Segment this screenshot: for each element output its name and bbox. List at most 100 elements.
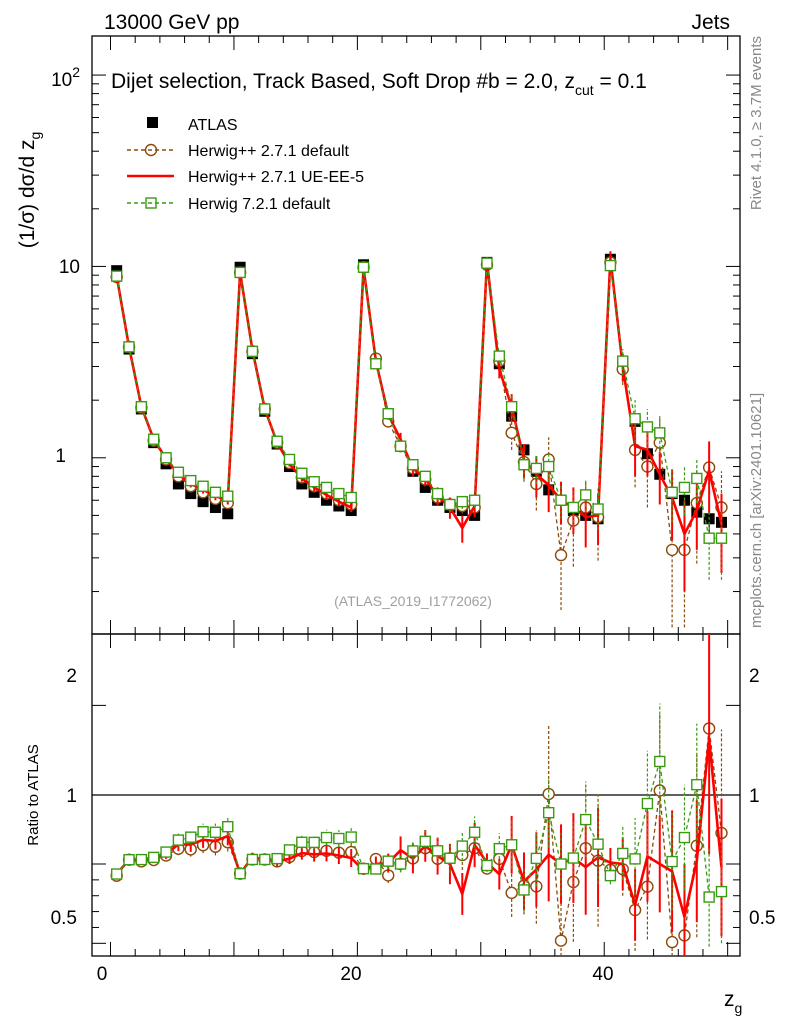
main-y-ticks <box>92 36 740 634</box>
ratio-point-herwig-7-2-1-default <box>407 845 419 857</box>
ratio-tick-label-2-left: 2 <box>66 666 77 687</box>
ratio-point-herwig-7-2-1-default <box>110 868 123 880</box>
ratio-point-herwig-7-2-1-default <box>468 826 481 838</box>
data-point-herwig-7-2-1-default <box>691 472 703 485</box>
data-point-herwig-7-2-1-default <box>592 503 604 515</box>
ratio-point-herwig-7-2-1-default <box>222 820 234 833</box>
data-point-herwig-7-2-1-default <box>518 459 530 471</box>
data-point-herwig-7-2-1-default <box>468 494 481 506</box>
ratio-point-herwig-7-2-1-default <box>135 853 148 866</box>
ratio-point-herwig-7-2-1-default <box>209 826 222 838</box>
ratio-point-herwig-7-2-1-default <box>370 863 382 875</box>
series-line-herwig-2-7-1-ue-ee-5 <box>115 258 723 538</box>
ratio-point-herwig-7-2-1-default <box>481 859 493 872</box>
data-point-herwig-7-2-1-default <box>271 435 283 447</box>
data-point-herwig-7-2-1-default <box>666 486 678 499</box>
ratio-point-herwig-7-2-1-default <box>296 836 308 848</box>
data-point-herwig-2-7-1-default <box>665 543 679 557</box>
data-point-herwig-7-2-1-default <box>110 270 123 282</box>
ratio-point-herwig-7-2-1-default <box>691 778 703 791</box>
data-point-herwig-7-2-1-default <box>617 355 629 367</box>
ratio-point-herwig-7-2-1-default <box>357 862 370 875</box>
data-point-herwig-7-2-1-default <box>308 475 320 488</box>
legend: ATLAS Herwig++ 2.7.1 default Herwig++ 2.… <box>127 117 364 213</box>
header-right: Jets <box>691 11 730 34</box>
ratio-point-herwig-7-2-1-default <box>259 853 271 866</box>
data-point-herwig-7-2-1-default <box>172 466 185 478</box>
analysis-tag: (ATLAS_2019_I1772062) <box>334 593 492 609</box>
data-point-herwig-2-7-1-default <box>554 548 568 562</box>
ratio-point-herwig-7-2-1-default <box>542 806 555 819</box>
ratio-point-herwig-7-2-1-default <box>308 836 320 849</box>
x-tick-label-20: 20 <box>340 964 361 985</box>
data-point-herwig-7-2-1-default <box>296 467 308 479</box>
ratio-point-herwig-7-2-1-default <box>456 840 468 852</box>
ratio-point-herwig-7-2-1-default <box>703 891 715 903</box>
data-point-herwig-7-2-1-default <box>197 480 209 492</box>
ratio-point-herwig-7-2-1-default <box>283 844 296 856</box>
data-point-herwig-7-2-1-default <box>185 474 197 487</box>
y-tick-label-1: 1 <box>55 446 66 467</box>
ratio-point-herwig-7-2-1-default <box>246 853 259 866</box>
data-point-atlas <box>296 478 308 490</box>
data-point-herwig-7-2-1-default <box>654 427 666 439</box>
ratio-point-herwig-7-2-1-default <box>345 831 357 843</box>
ratio-point-herwig-7-2-1-default <box>197 826 209 838</box>
data-point-herwig-7-2-1-default <box>604 259 617 272</box>
x-tick-label-0: 0 <box>97 964 108 985</box>
ratio-point-herwig-7-2-1-default <box>580 813 592 826</box>
main-series-group <box>110 251 728 628</box>
data-point-herwig-7-2-1-default <box>493 350 506 362</box>
rivet-version-label: Rivet 4.1.0, ≥ 3.7M events <box>748 36 765 210</box>
x-tick-label-40: 40 <box>592 964 613 985</box>
data-point-herwig-7-2-1-default <box>234 266 246 279</box>
series-line-herwig-2-7-1-default <box>116 262 723 556</box>
data-point-atlas <box>222 508 234 520</box>
ratio-point-herwig-7-2-1-default <box>123 854 135 866</box>
legend-marker-herwig7 <box>145 197 157 209</box>
header-left: 13000 GeV pp <box>104 11 239 34</box>
data-point-herwig-7-2-1-default <box>530 462 543 475</box>
data-point-atlas <box>197 496 209 508</box>
ratio-point-herwig-7-2-1-default <box>234 867 246 880</box>
ratio-line-herwig-2-7-1-ue-ee-5 <box>115 738 723 918</box>
y-tick-label-100: 102 <box>51 64 80 91</box>
ratio-tick-label-1-left: 1 <box>66 786 77 807</box>
data-point-herwig-7-2-1-default <box>419 470 431 483</box>
ratio-point-herwig-7-2-1-default <box>172 834 185 846</box>
data-point-herwig-7-2-1-default <box>678 481 691 494</box>
data-point-herwig-7-2-1-default <box>148 433 160 445</box>
legend-label-atlas: ATLAS <box>188 117 238 134</box>
mcplots-label: mcplots.cern.ch [arXiv:2401.10621] <box>748 393 765 628</box>
data-point-herwig-7-2-1-default <box>382 407 394 420</box>
ratio-point-herwig-7-2-1-default <box>678 831 691 844</box>
data-point-atlas <box>419 481 431 493</box>
ratio-panel: 0.5 1 2 0.5 1 2 Ratio to ATLAS 0 20 40 z… <box>25 633 775 1016</box>
ratio-tick-label-0.5-right: 0.5 <box>749 908 775 929</box>
data-point-atlas <box>172 478 184 490</box>
ratio-y-axis-label: Ratio to ATLAS <box>25 744 42 845</box>
plot-title: Dijet selection, Track Based, Soft Drop … <box>111 70 647 98</box>
ratio-point-herwig-7-2-1-default <box>431 845 444 857</box>
ratio-point-herwig-7-2-1-default <box>505 839 518 851</box>
ratio-point-herwig-7-2-1-default <box>530 852 543 865</box>
ratio-point-herwig-7-2-1-default <box>493 842 506 855</box>
data-point-herwig-7-2-1-default <box>703 532 715 544</box>
data-point-herwig-7-2-1-default <box>567 501 580 514</box>
data-point-herwig-7-2-1-default <box>209 486 222 499</box>
data-point-herwig-7-2-1-default <box>481 257 493 269</box>
data-point-herwig-7-2-1-default <box>555 494 567 506</box>
ratio-point-herwig-7-2-1-default <box>641 797 654 810</box>
data-point-herwig-7-2-1-default <box>542 460 555 473</box>
data-point-herwig-7-2-1-default <box>246 345 259 358</box>
ratio-point-herwig-2-7-1-default <box>542 787 555 801</box>
data-point-atlas <box>209 501 221 513</box>
data-point-herwig-7-2-1-default <box>160 452 172 464</box>
data-point-herwig-7-2-1-default <box>333 487 345 500</box>
ratio-point-herwig-7-2-1-default <box>160 846 172 858</box>
x-axis-label: zg <box>724 988 742 1016</box>
ratio-tick-label-0.5-left: 0.5 <box>51 908 77 929</box>
data-point-herwig-7-2-1-default <box>394 440 407 452</box>
data-point-herwig-7-2-1-default <box>629 413 641 425</box>
